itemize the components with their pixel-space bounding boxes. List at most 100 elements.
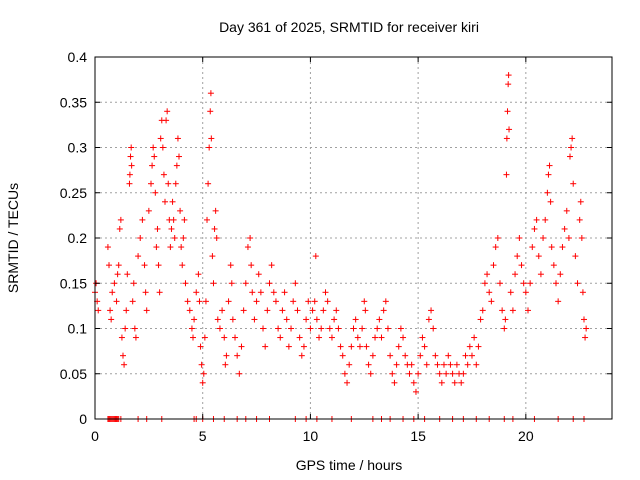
data-point xyxy=(177,207,184,214)
data-point xyxy=(190,334,197,341)
data-point xyxy=(324,298,331,305)
y-tick-label: 0.1 xyxy=(68,321,88,337)
data-point xyxy=(163,117,170,124)
data-point xyxy=(443,370,450,377)
data-point xyxy=(204,216,211,223)
data-point xyxy=(570,180,577,187)
data-point xyxy=(389,370,396,377)
data-point xyxy=(563,207,570,214)
data-point xyxy=(307,325,314,332)
data-point xyxy=(425,316,432,323)
data-point xyxy=(552,280,559,287)
data-point xyxy=(514,253,521,260)
data-point xyxy=(548,244,555,251)
data-point xyxy=(410,379,417,386)
data-point xyxy=(193,289,200,296)
data-point xyxy=(247,235,254,241)
data-point xyxy=(320,307,327,314)
data-point xyxy=(400,334,407,341)
data-point xyxy=(559,244,566,251)
data-point xyxy=(544,189,551,196)
data-point xyxy=(197,343,204,350)
data-point xyxy=(533,216,540,223)
data-point xyxy=(395,343,402,350)
data-point xyxy=(406,370,413,377)
data-point xyxy=(171,235,178,241)
data-point xyxy=(272,298,279,305)
data-point xyxy=(221,334,228,341)
data-point xyxy=(438,379,445,386)
data-point xyxy=(499,307,506,314)
data-point xyxy=(236,370,243,377)
data-point xyxy=(242,280,249,287)
data-point xyxy=(504,108,511,115)
data-point xyxy=(305,298,312,305)
data-point xyxy=(249,289,256,296)
data-point xyxy=(547,198,554,205)
data-point xyxy=(466,343,473,350)
data-point xyxy=(275,325,282,332)
data-point xyxy=(316,334,323,341)
data-point xyxy=(283,316,290,323)
data-point xyxy=(354,334,361,341)
x-tick-label: 5 xyxy=(199,428,207,444)
data-point xyxy=(346,361,353,368)
data-point xyxy=(184,298,191,305)
data-point xyxy=(380,307,387,314)
data-point xyxy=(579,289,586,296)
data-point xyxy=(524,307,531,314)
data-point xyxy=(142,289,149,296)
data-point xyxy=(117,216,124,223)
data-point xyxy=(268,262,275,269)
data-point xyxy=(363,343,370,350)
data-point xyxy=(201,334,208,341)
data-point xyxy=(505,81,512,88)
data-point xyxy=(128,162,135,169)
data-point xyxy=(309,307,316,314)
data-point xyxy=(145,207,152,214)
data-point xyxy=(202,298,209,305)
data-point xyxy=(168,225,175,232)
data-point xyxy=(253,298,260,305)
data-point xyxy=(122,325,129,332)
data-point xyxy=(116,225,123,232)
data-point xyxy=(143,307,150,314)
data-point xyxy=(337,343,344,350)
data-point xyxy=(468,352,475,359)
data-point xyxy=(550,262,557,269)
data-point xyxy=(423,361,430,368)
data-point xyxy=(281,289,288,296)
data-point xyxy=(415,370,422,377)
data-point xyxy=(522,289,529,296)
data-point xyxy=(339,352,346,359)
data-point xyxy=(331,316,338,323)
data-point xyxy=(225,298,232,305)
data-point xyxy=(179,262,186,269)
data-point xyxy=(503,135,510,142)
data-point xyxy=(352,316,359,323)
data-point xyxy=(169,198,176,205)
data-point xyxy=(126,171,133,178)
data-point xyxy=(344,379,351,386)
data-point xyxy=(251,316,258,323)
y-tick-label: 0.2 xyxy=(68,230,88,246)
data-point xyxy=(257,289,264,296)
data-point xyxy=(378,334,385,341)
data-point xyxy=(576,216,583,223)
y-tick-label: 0.25 xyxy=(60,185,87,201)
data-point xyxy=(545,171,552,178)
data-point xyxy=(240,307,247,314)
y-tick-label: 0.4 xyxy=(68,49,88,65)
data-point xyxy=(313,316,320,323)
data-point xyxy=(223,352,230,359)
data-point xyxy=(234,352,241,359)
data-point xyxy=(155,262,162,269)
data-point xyxy=(428,307,435,314)
data-point xyxy=(445,352,452,359)
data-point xyxy=(458,379,465,386)
data-point xyxy=(157,135,164,142)
data-point xyxy=(569,135,576,142)
data-point xyxy=(176,153,183,160)
data-point xyxy=(132,334,139,341)
data-point xyxy=(494,235,501,241)
